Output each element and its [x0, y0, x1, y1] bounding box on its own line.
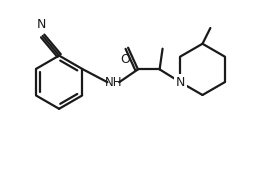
Text: N: N	[37, 18, 46, 31]
Text: O: O	[120, 53, 130, 66]
Text: N: N	[176, 76, 185, 89]
Text: NH: NH	[105, 76, 122, 89]
